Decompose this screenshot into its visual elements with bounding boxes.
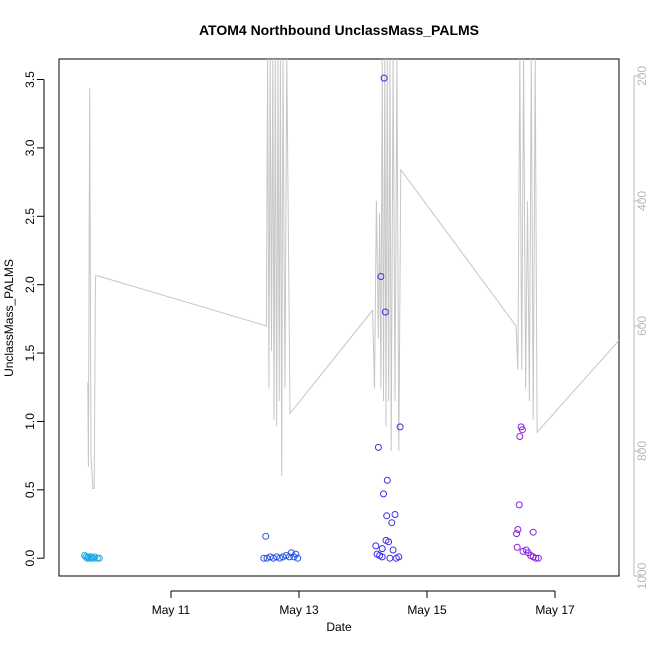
- x-tick-label: May 17: [535, 603, 575, 617]
- data-point: [383, 512, 391, 520]
- data-point: [534, 554, 542, 562]
- data-point: [294, 554, 302, 562]
- data-point: [381, 308, 389, 316]
- data-point: [372, 542, 380, 550]
- secondary-tick-label: 800: [635, 441, 649, 461]
- data-point: [516, 433, 524, 440]
- data-point: [260, 554, 268, 562]
- secondary-tick-label: 400: [635, 191, 649, 211]
- data-point: [285, 553, 293, 561]
- data-point: [374, 443, 382, 451]
- y-tick-label: 2.5: [23, 208, 37, 225]
- data-point: [276, 554, 284, 562]
- data-point: [385, 538, 393, 546]
- data-point: [292, 550, 300, 558]
- data-point: [514, 526, 522, 533]
- x-tick-label: May 11: [152, 603, 191, 617]
- data-point: [389, 546, 397, 554]
- y-tick-label: 0.0: [23, 550, 37, 567]
- data-point: [395, 553, 403, 561]
- y-tick-label: 3.5: [23, 71, 37, 88]
- data-point: [388, 519, 396, 527]
- data-point: [396, 423, 404, 431]
- y-axis-label: UnclassMass_PALMS: [2, 259, 16, 377]
- y-tick-label: 2.0: [23, 276, 37, 293]
- data-point: [519, 547, 527, 555]
- data-point: [513, 530, 521, 538]
- data-point: [95, 554, 103, 562]
- x-tick-label: May 13: [279, 603, 319, 617]
- data-point: [380, 490, 387, 498]
- pressure-line: [87, 59, 619, 489]
- data-point: [513, 543, 521, 551]
- data-point: [383, 476, 391, 484]
- data-point: [529, 528, 537, 536]
- y-tick-label: 1.0: [23, 413, 37, 430]
- data-point: [391, 511, 399, 518]
- data-point: [518, 426, 526, 434]
- y-axis: 0.0 0.5 1.0 1.5 2.0 2.5 3.0 3.5: [23, 71, 45, 567]
- plot-frame: [58, 58, 620, 577]
- data-point: [378, 545, 386, 553]
- data-points: [81, 74, 542, 562]
- data-point: [386, 554, 394, 562]
- chart-title: ATOM4 Northbound UnclassMass_PALMS: [199, 22, 479, 38]
- data-point: [86, 554, 94, 562]
- y-tick-label: 3.0: [23, 139, 37, 156]
- y-tick-label: 1.5: [23, 344, 37, 361]
- data-point: [93, 554, 101, 562]
- y-tick-label: 0.5: [23, 481, 37, 498]
- secondary-tick-label: 1000: [635, 562, 649, 589]
- secondary-tick-label: 600: [635, 316, 649, 336]
- data-point: [262, 532, 270, 540]
- x-tick-label: May 15: [407, 603, 447, 617]
- secondary-tick-label: 200: [635, 66, 649, 86]
- data-point: [515, 501, 523, 509]
- data-point: [532, 554, 540, 562]
- data-point: [82, 553, 90, 561]
- x-axis-label: Date: [326, 620, 352, 634]
- data-point: [378, 553, 386, 561]
- data-point: [377, 273, 385, 280]
- data-point: [380, 74, 388, 82]
- secondary-y-axis: 200 400 600 800 1000: [633, 66, 649, 589]
- pressure-series: [87, 59, 619, 489]
